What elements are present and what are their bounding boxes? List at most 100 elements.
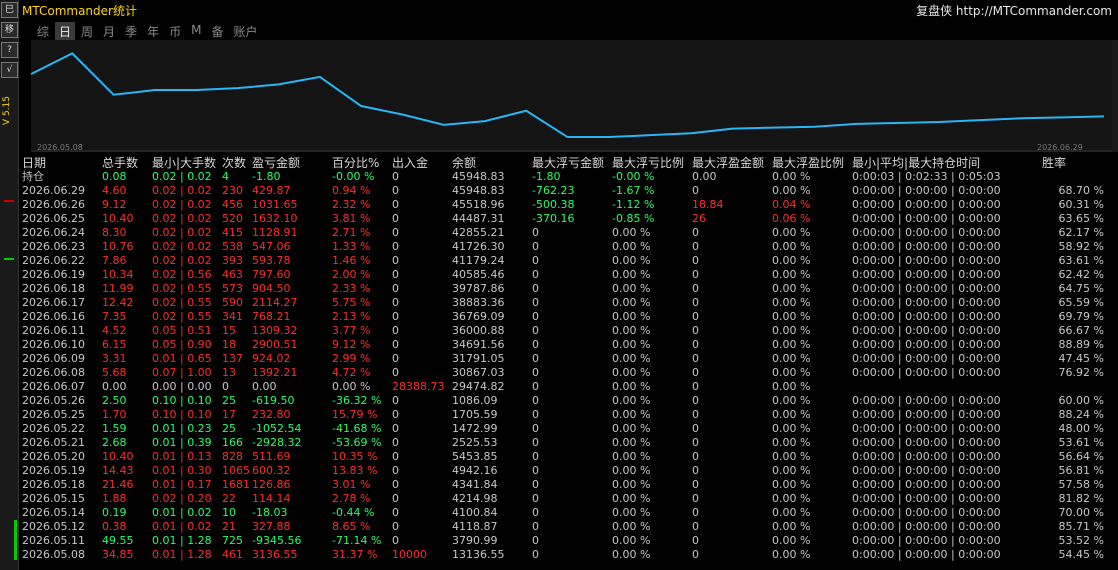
table-cell: -1.67 % [612,184,655,197]
table-cell: -36.32 % [332,394,382,407]
table-cell: 36000.88 [452,324,505,337]
table-cell: 15 [222,324,236,337]
table-row[interactable]: 2026.05.22 1.59 0.01 | 0.23 25 -1052.54 -41.6… [22,422,1112,436]
col-header-8[interactable]: 最大浮亏金额 [532,156,605,170]
help-button[interactable]: ? [1,42,18,58]
table-cell: 600.32 [252,464,291,477]
table-row[interactable]: 2026.05.25 1.70 0.10 | 0.10 17 232.80 15.79 %… [22,408,1112,422]
table-row[interactable]: 2026.06.16 7.35 0.02 | 0.55 341 768.21 2.13 %… [22,310,1112,324]
tab-9[interactable]: 账户 [233,25,258,39]
table-row[interactable]: 2026.05.21 2.68 0.01 | 0.39 166 -2928.32 -53.… [22,436,1112,450]
table-row[interactable]: 2026.06.09 3.31 0.01 | 0.65 137 924.02 2.99 %… [22,352,1112,366]
table-row[interactable]: 2026.05.08 34.85 0.01 | 1.28 461 3136.55 31.3… [22,548,1112,562]
table-cell: 2525.53 [452,436,498,449]
table-cell: 41179.24 [452,254,505,267]
table-row[interactable]: 2026.06.22 7.86 0.02 | 0.02 393 593.78 1.46 %… [22,254,1112,268]
table-cell: 4214.98 [452,492,498,505]
table-cell: 47.45 % [1058,352,1104,365]
table-cell: 2.33 % [332,282,371,295]
table-row[interactable]: 2026.05.11 49.55 0.01 | 1.28 725 -9345.56 -71… [22,534,1112,548]
table-row[interactable]: 2026.06.26 9.12 0.02 | 0.02 456 1031.65 2.32 … [22,198,1112,212]
table-row[interactable]: 2026.05.14 0.19 0.01 | 0.02 10 -18.03 -0.44 %… [22,506,1112,520]
table-row[interactable]: 2026.06.24 8.30 0.02 | 0.02 415 1128.91 2.71 … [22,226,1112,240]
table-cell: 56.81 % [1058,464,1104,477]
table-row[interactable]: 2026.06.19 10.34 0.02 | 0.56 463 797.60 2.00 … [22,268,1112,282]
table-row[interactable]: 2026.06.29 4.60 0.02 | 0.02 230 429.87 0.94 %… [22,184,1112,198]
table-cell: 0.00 % [612,478,651,491]
col-header-6[interactable]: 出入金 [392,156,429,170]
col-header-3[interactable]: 次数 [222,156,247,170]
table-cell: 0 [692,464,699,477]
table-cell: 0 [532,408,539,421]
table-cell: 0 [392,184,399,197]
table-cell: 0 [532,240,539,253]
table-row[interactable]: 2026.06.10 6.15 0.05 | 0.90 18 2900.51 9.12 %… [22,338,1112,352]
move-button[interactable]: 移 [1,22,18,38]
tab-5[interactable]: 年 [147,25,160,39]
confirm-button[interactable]: √ [1,62,18,78]
table-row[interactable]: 2026.06.25 10.40 0.02 | 0.02 520 1632.10 3.81… [22,212,1112,226]
col-header-0[interactable]: 日期 [22,156,47,170]
table-row[interactable]: 2026.05.12 0.38 0.01 | 0.02 21 327.88 8.65 % 0… [22,520,1112,534]
table-row[interactable]: 2026.06.11 4.52 0.05 | 0.51 15 1309.32 3.77 %… [22,324,1112,338]
table-cell: 0.00 % [772,324,811,337]
tab-4[interactable]: 季 [125,25,138,39]
table-cell: 18.84 [692,198,724,211]
table-cell: 76.92 % [1058,366,1104,379]
table-row[interactable]: 2026.05.15 1.88 0.02 | 0.20 22 114.14 2.78 % 0… [22,492,1112,506]
table-cell: -370.16 [532,212,575,225]
tab-2[interactable]: 周 [81,25,94,39]
table-cell: 0 [392,450,399,463]
table-row[interactable]: 2026.06.18 11.99 0.02 | 0.55 573 904.50 2.33 … [22,282,1112,296]
table-cell: 0.00 % [772,478,811,491]
table-row[interactable]: 2026.05.19 14.43 0.01 | 0.30 1065 600.32 13.8… [22,464,1112,478]
col-header-2[interactable]: 最小|大手数 [152,156,217,170]
table-cell: -619.50 [252,394,295,407]
table-cell: 0.04 % [772,198,811,211]
col-header-13[interactable]: 胜率 [1042,156,1067,170]
col-header-9[interactable]: 最大浮亏比例 [612,156,685,170]
table-row[interactable]: 2026.05.20 10.40 0.01 | 0.13 828 511.69 10.35… [22,450,1112,464]
col-header-10[interactable]: 最大浮盈金额 [692,156,765,170]
table-row[interactable]: 2026.05.26 2.50 0.10 | 0.10 25 -619.50 -36.32… [22,394,1112,408]
table-cell: 45948.83 [452,170,505,183]
table-row[interactable]: 2026.06.17 12.42 0.02 | 0.55 590 2114.27 5.75… [22,296,1112,310]
col-header-4[interactable]: 盈亏金额 [252,156,301,170]
table-cell: 2026.06.19 [22,268,85,281]
table-cell: 1632.10 [252,212,298,225]
table-cell: 0.00 % [612,296,651,309]
table-row[interactable]: 2026.06.08 5.68 0.07 | 1.00 13 1392.21 4.72 %… [22,366,1112,380]
tab-0[interactable]: 综 [37,25,50,39]
brand-link[interactable]: 复盘侠 http://MTCommander.com [916,4,1112,18]
tab-8[interactable]: 备 [211,25,224,39]
table-row[interactable]: 2026.05.18 21.46 0.01 | 0.17 1681 126.86 3.01… [22,478,1112,492]
col-header-12[interactable]: 最小|平均|最大持仓时间 [852,156,981,170]
col-header-5[interactable]: 百分比% [332,156,380,170]
table-cell: 2900.51 [252,338,298,351]
table-cell: 0.01 | 0.39 [152,436,212,449]
table-row[interactable]: 持仓 0.08 0.02 | 0.02 4 -1.80 -0.00 % 0 45948.83 -… [22,170,1112,184]
col-header-11[interactable]: 最大浮盈比例 [772,156,845,170]
table-cell: 0.00 % [772,310,811,323]
table-row[interactable]: 2026.06.07 0.00 0.00 | 0.00 0 0.00 0.00 % 2838… [22,380,1112,394]
table-cell: 4.52 [102,324,127,337]
tab-3[interactable]: 月 [103,25,116,39]
tab-6[interactable]: 币 [169,25,182,39]
table-cell: 0.10 | 0.10 [152,394,212,407]
table-cell: 88.89 % [1058,338,1104,351]
table-cell: 0:00:00 | 0:00:00 | 0:00:00 [852,338,1001,351]
collapse-button[interactable]: 巳 [1,2,18,18]
tab-1[interactable]: 日 [55,22,76,41]
table-cell: 0.10 | 0.10 [152,408,212,421]
table-cell: 573 [222,282,243,295]
table-cell: 10.40 [102,450,134,463]
table-row[interactable]: 2026.06.23 10.76 0.02 | 0.02 538 547.06 1.33 … [22,240,1112,254]
equity-chart-svg [31,52,1112,152]
chart-scrollbar[interactable] [1112,40,1118,152]
tab-7[interactable]: M [191,23,202,37]
table-cell: 5453.85 [452,450,498,463]
table-cell: 63.61 % [1058,254,1104,267]
col-header-7[interactable]: 余额 [452,156,477,170]
table-cell: 0:00:00 | 0:00:00 | 0:00:00 [852,548,1001,561]
col-header-1[interactable]: 总手数 [102,156,139,170]
